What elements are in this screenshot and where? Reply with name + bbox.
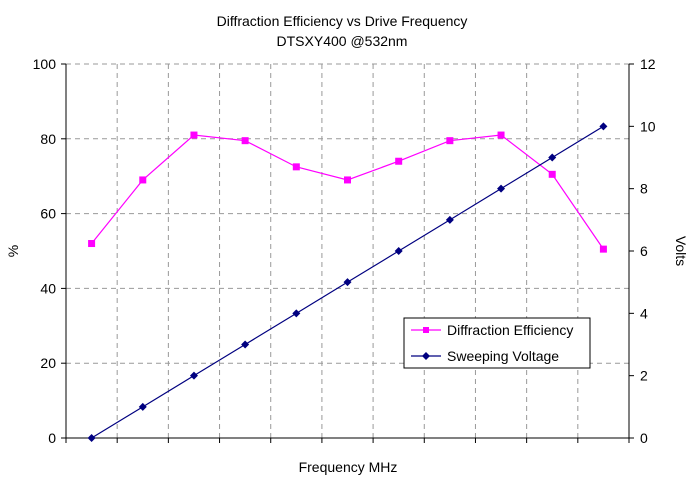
data-point-diffraction-efficiency bbox=[190, 131, 198, 139]
legend-label-efficiency: Diffraction Efficiency bbox=[447, 322, 573, 338]
data-point-diffraction-efficiency bbox=[344, 176, 351, 184]
y2-tick-label: 0 bbox=[640, 430, 648, 446]
y-tick-label: 20 bbox=[40, 355, 56, 371]
data-point-sweeping-voltage bbox=[548, 153, 557, 162]
axes: 0 20 40 60 80 100 0 2 4 6 8 10 12 bbox=[33, 56, 656, 446]
y-tick-label: 100 bbox=[33, 56, 57, 72]
y-axis-label: % bbox=[5, 245, 21, 257]
x-axis-label: Frequency MHz bbox=[299, 459, 398, 475]
data-point-sweeping-voltage bbox=[292, 309, 301, 318]
data-point-diffraction-efficiency bbox=[497, 131, 505, 139]
data-point-sweeping-voltage bbox=[445, 215, 454, 224]
grid bbox=[66, 63, 629, 438]
y-tick-label: 80 bbox=[40, 131, 56, 147]
y-tick-label: 0 bbox=[48, 430, 56, 446]
y-tick-label: 40 bbox=[40, 280, 56, 296]
data-point-diffraction-efficiency bbox=[88, 240, 96, 248]
data-point-sweeping-voltage bbox=[497, 184, 506, 193]
y2-tick-label: 6 bbox=[640, 243, 648, 259]
y2-tick-label: 2 bbox=[640, 368, 648, 384]
legend-label-voltage: Sweeping Voltage bbox=[447, 348, 559, 364]
y2-tick-label: 12 bbox=[640, 56, 656, 72]
data-point-sweeping-voltage bbox=[599, 122, 608, 131]
y-tick-label: 60 bbox=[40, 206, 56, 222]
data-point-diffraction-efficiency bbox=[395, 157, 403, 165]
chart-title: Diffraction Efficiency vs Drive Frequenc… bbox=[217, 13, 468, 29]
y2-tick-label: 10 bbox=[640, 118, 656, 134]
legend-marker-efficiency bbox=[423, 327, 429, 333]
chart-subtitle: DTSXY400 @532nm bbox=[277, 33, 408, 49]
data-point-sweeping-voltage bbox=[394, 247, 403, 255]
data-point-sweeping-voltage bbox=[241, 340, 250, 349]
legend-marker-voltage bbox=[422, 352, 430, 360]
series-layer bbox=[87, 122, 608, 442]
legend: Diffraction Efficiency Sweeping Voltage bbox=[403, 317, 591, 369]
data-point-sweeping-voltage bbox=[189, 371, 198, 380]
data-point-sweeping-voltage bbox=[138, 402, 147, 411]
legend-box bbox=[403, 317, 591, 369]
data-point-sweeping-voltage bbox=[343, 278, 352, 287]
y2-tick-label: 4 bbox=[640, 305, 648, 321]
data-point-diffraction-efficiency bbox=[599, 245, 607, 253]
data-point-diffraction-efficiency bbox=[241, 137, 249, 145]
data-point-diffraction-efficiency bbox=[548, 170, 556, 178]
data-point-diffraction-efficiency bbox=[292, 163, 300, 171]
y2-tick-label: 8 bbox=[640, 181, 648, 197]
data-point-diffraction-efficiency bbox=[446, 137, 454, 145]
y2-axis-label: Volts bbox=[673, 236, 689, 266]
data-point-diffraction-efficiency bbox=[139, 176, 147, 184]
data-point-sweeping-voltage bbox=[87, 434, 96, 442]
